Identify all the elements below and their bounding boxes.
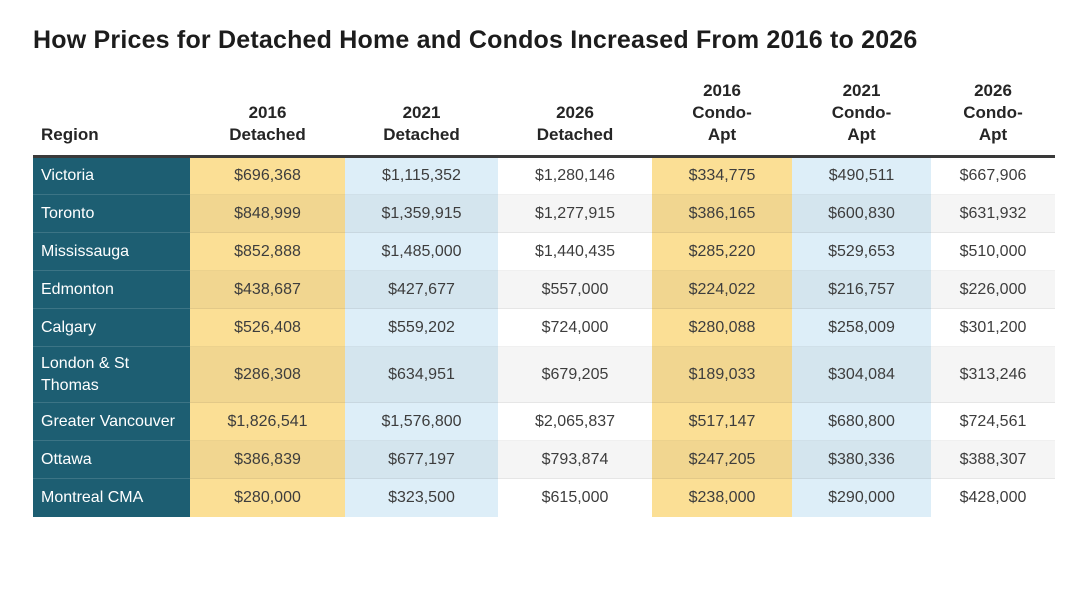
table-row: Edmonton $438,687 $427,677 $557,000 $224,022… xyxy=(33,270,1055,310)
price-cell: $290,000 xyxy=(792,478,931,517)
price-cell: $517,147 xyxy=(652,402,792,442)
price-cell: $280,088 xyxy=(652,308,792,348)
price-cell: $285,220 xyxy=(652,232,792,272)
table-row: London & St Thomas $286,308 $634,951 $679,2… xyxy=(33,346,1055,404)
price-cell: $510,000 xyxy=(931,232,1055,272)
price-cell: $852,888 xyxy=(190,232,345,272)
price-cell: $2,065,837 xyxy=(498,402,652,442)
price-cell: $304,084 xyxy=(792,346,931,404)
region-cell: London & St Thomas xyxy=(33,346,190,404)
region-cell: Calgary xyxy=(33,308,190,348)
region-cell: Edmonton xyxy=(33,270,190,310)
header-2016-condo-apt: 2016 Condo- Apt xyxy=(652,80,792,159)
price-cell: $1,440,435 xyxy=(498,232,652,272)
table-row: Greater Vancouver $1,826,541 $1,576,800 $2,… xyxy=(33,402,1055,442)
table-row: Calgary $526,408 $559,202 $724,000 $280,088 $… xyxy=(33,308,1055,348)
price-cell: $634,951 xyxy=(345,346,498,404)
header-2016-detached: 2016 Detached xyxy=(190,80,345,159)
region-cell: Ottawa xyxy=(33,440,190,480)
price-cell: $526,408 xyxy=(190,308,345,348)
price-cell: $438,687 xyxy=(190,270,345,310)
price-cell: $216,757 xyxy=(792,270,931,310)
region-cell: Greater Vancouver xyxy=(33,402,190,442)
price-cell: $615,000 xyxy=(498,478,652,517)
price-cell: $1,485,000 xyxy=(345,232,498,272)
region-cell: Victoria xyxy=(33,156,190,196)
region-cell: Mississauga xyxy=(33,232,190,272)
price-cell: $696,368 xyxy=(190,156,345,196)
price-cell: $226,000 xyxy=(931,270,1055,310)
price-cell: $286,308 xyxy=(190,346,345,404)
price-cell: $631,932 xyxy=(931,194,1055,234)
header-2021-condo-apt: 2021 Condo- Apt xyxy=(792,80,931,159)
price-cell: $427,677 xyxy=(345,270,498,310)
price-cell: $1,826,541 xyxy=(190,402,345,442)
table-row: Mississauga $852,888 $1,485,000 $1,440,435 $… xyxy=(33,232,1055,272)
price-cell: $724,000 xyxy=(498,308,652,348)
price-cell: $600,830 xyxy=(792,194,931,234)
table-row: Victoria $696,368 $1,115,352 $1,280,146 $334… xyxy=(33,156,1055,196)
header-2021-detached: 2021 Detached xyxy=(345,80,498,159)
region-cell: Montreal CMA xyxy=(33,478,190,517)
price-cell: $323,500 xyxy=(345,478,498,517)
table-body: Victoria $696,368 $1,115,352 $1,280,146 $334… xyxy=(33,156,1055,517)
price-table: Region 2016 Detached 2021 Detached 2026 … xyxy=(33,80,1055,517)
price-cell: $680,800 xyxy=(792,402,931,442)
price-cell: $224,022 xyxy=(652,270,792,310)
price-cell: $313,246 xyxy=(931,346,1055,404)
price-cell: $301,200 xyxy=(931,308,1055,348)
header-2026-condo-apt: 2026 Condo- Apt xyxy=(931,80,1055,159)
price-cell: $793,874 xyxy=(498,440,652,480)
header-region: Region xyxy=(33,80,190,159)
price-cell: $380,336 xyxy=(792,440,931,480)
price-cell: $848,999 xyxy=(190,194,345,234)
price-cell: $386,165 xyxy=(652,194,792,234)
price-cell: $189,033 xyxy=(652,346,792,404)
price-cell: $258,009 xyxy=(792,308,931,348)
price-cell: $559,202 xyxy=(345,308,498,348)
region-cell: Toronto xyxy=(33,194,190,234)
table-row: Toronto $848,999 $1,359,915 $1,277,915 $386,… xyxy=(33,194,1055,234)
table-row: Montreal CMA $280,000 $323,500 $615,000 $238… xyxy=(33,478,1055,517)
header-2026-detached: 2026 Detached xyxy=(498,80,652,159)
price-cell: $280,000 xyxy=(190,478,345,517)
price-cell: $529,653 xyxy=(792,232,931,272)
price-cell: $677,197 xyxy=(345,440,498,480)
price-cell: $1,576,800 xyxy=(345,402,498,442)
table-header: Region 2016 Detached 2021 Detached 2026 … xyxy=(33,80,1055,159)
price-cell: $247,205 xyxy=(652,440,792,480)
price-cell: $388,307 xyxy=(931,440,1055,480)
price-cell: $679,205 xyxy=(498,346,652,404)
price-cell: $667,906 xyxy=(931,156,1055,196)
price-cell: $490,511 xyxy=(792,156,931,196)
price-cell: $1,359,915 xyxy=(345,194,498,234)
price-cell: $557,000 xyxy=(498,270,652,310)
price-cell: $386,839 xyxy=(190,440,345,480)
page-title: How Prices for Detached Home and Condos … xyxy=(33,26,918,54)
price-cell: $724,561 xyxy=(931,402,1055,442)
price-cell: $334,775 xyxy=(652,156,792,196)
price-cell: $1,280,146 xyxy=(498,156,652,196)
price-cell: $1,115,352 xyxy=(345,156,498,196)
table-row: Ottawa $386,839 $677,197 $793,874 $247,205 $3… xyxy=(33,440,1055,480)
price-cell: $1,277,915 xyxy=(498,194,652,234)
price-cell: $428,000 xyxy=(931,478,1055,517)
price-cell: $238,000 xyxy=(652,478,792,517)
